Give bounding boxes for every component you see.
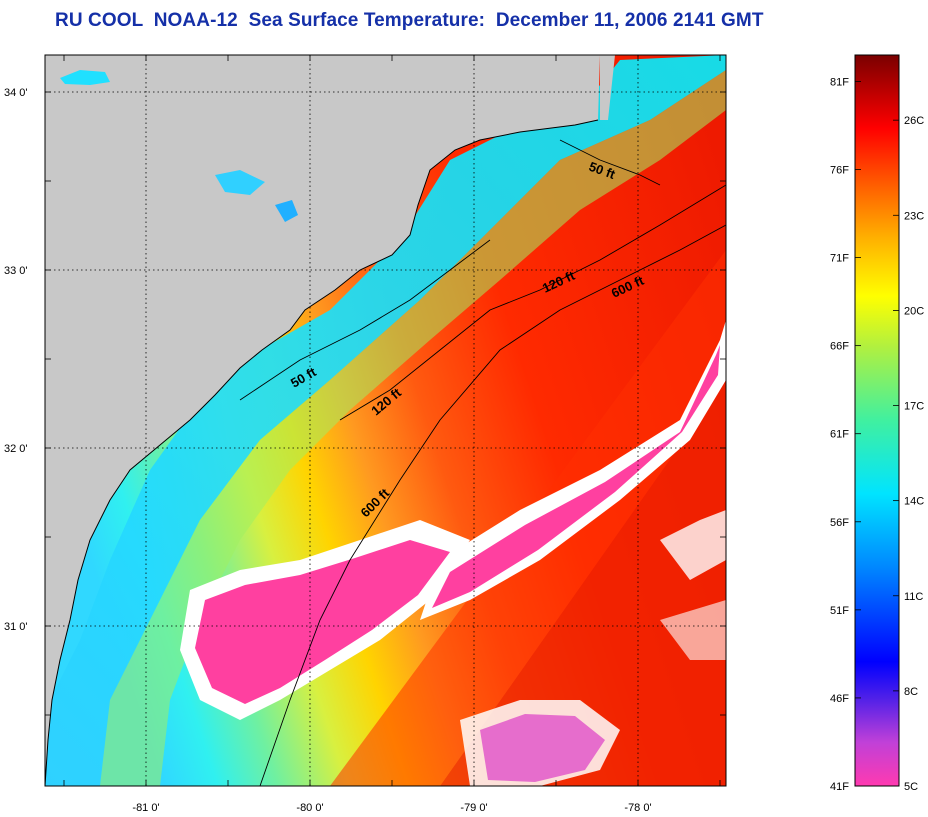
colorbar-f-label: 41F: [830, 781, 849, 793]
colorbar-c-label: 14C: [904, 496, 924, 508]
lon-label: -80 0': [296, 802, 323, 814]
lat-label: 31 0': [4, 621, 28, 633]
colorbar-f-label: 66F: [830, 341, 849, 353]
land-mass: [45, 55, 600, 786]
lon-label: -79 0': [460, 802, 487, 814]
colorbar-c-label: 26C: [904, 115, 924, 127]
lat-label: 32 0': [4, 443, 28, 455]
longitude-labels: -81 0' -80 0' -79 0' -78 0': [132, 802, 651, 814]
colorbar-f-label: 76F: [830, 164, 849, 176]
colorbar-f-label: 71F: [830, 253, 849, 265]
colorbar-f-label: 56F: [830, 517, 849, 529]
coastline: [45, 119, 599, 786]
colorbar-c-label: 17C: [904, 401, 924, 413]
colorbar-frame: [854, 54, 900, 787]
colorbar-fahrenheit-labels: 81F 76F 71F 66F 61F 56F 51F 46F 41F: [830, 76, 861, 793]
colorbar-f-label: 81F: [830, 76, 849, 88]
latitude-labels: 34 0' 33 0' 32 0' 31 0': [4, 87, 28, 633]
map-title: RU COOL NOAA-12 Sea Surface Temperature:…: [55, 10, 764, 31]
colorbar: [855, 55, 899, 786]
colorbar-f-label: 46F: [830, 693, 849, 705]
colorbar-f-label: 51F: [830, 605, 849, 617]
graticule: [45, 55, 726, 786]
lat-label: 34 0': [4, 87, 28, 99]
colorbar-celsius-labels: 26C 23C 20C 17C 14C 11C 8C 5C: [893, 115, 924, 793]
lon-label: -81 0': [132, 802, 159, 814]
colorbar-c-label: 20C: [904, 305, 924, 317]
cloud-mask: [180, 320, 726, 786]
colorbar-f-label: 61F: [830, 429, 849, 441]
map-frame: [44, 54, 727, 787]
lat-label: 33 0': [4, 265, 28, 277]
lon-label: -78 0': [624, 802, 651, 814]
colorbar-c-label: 23C: [904, 210, 924, 222]
colorbar-c-label: 11C: [904, 591, 923, 603]
colorbar-c-label: 8C: [904, 686, 918, 698]
colorbar-c-label: 5C: [904, 781, 918, 793]
